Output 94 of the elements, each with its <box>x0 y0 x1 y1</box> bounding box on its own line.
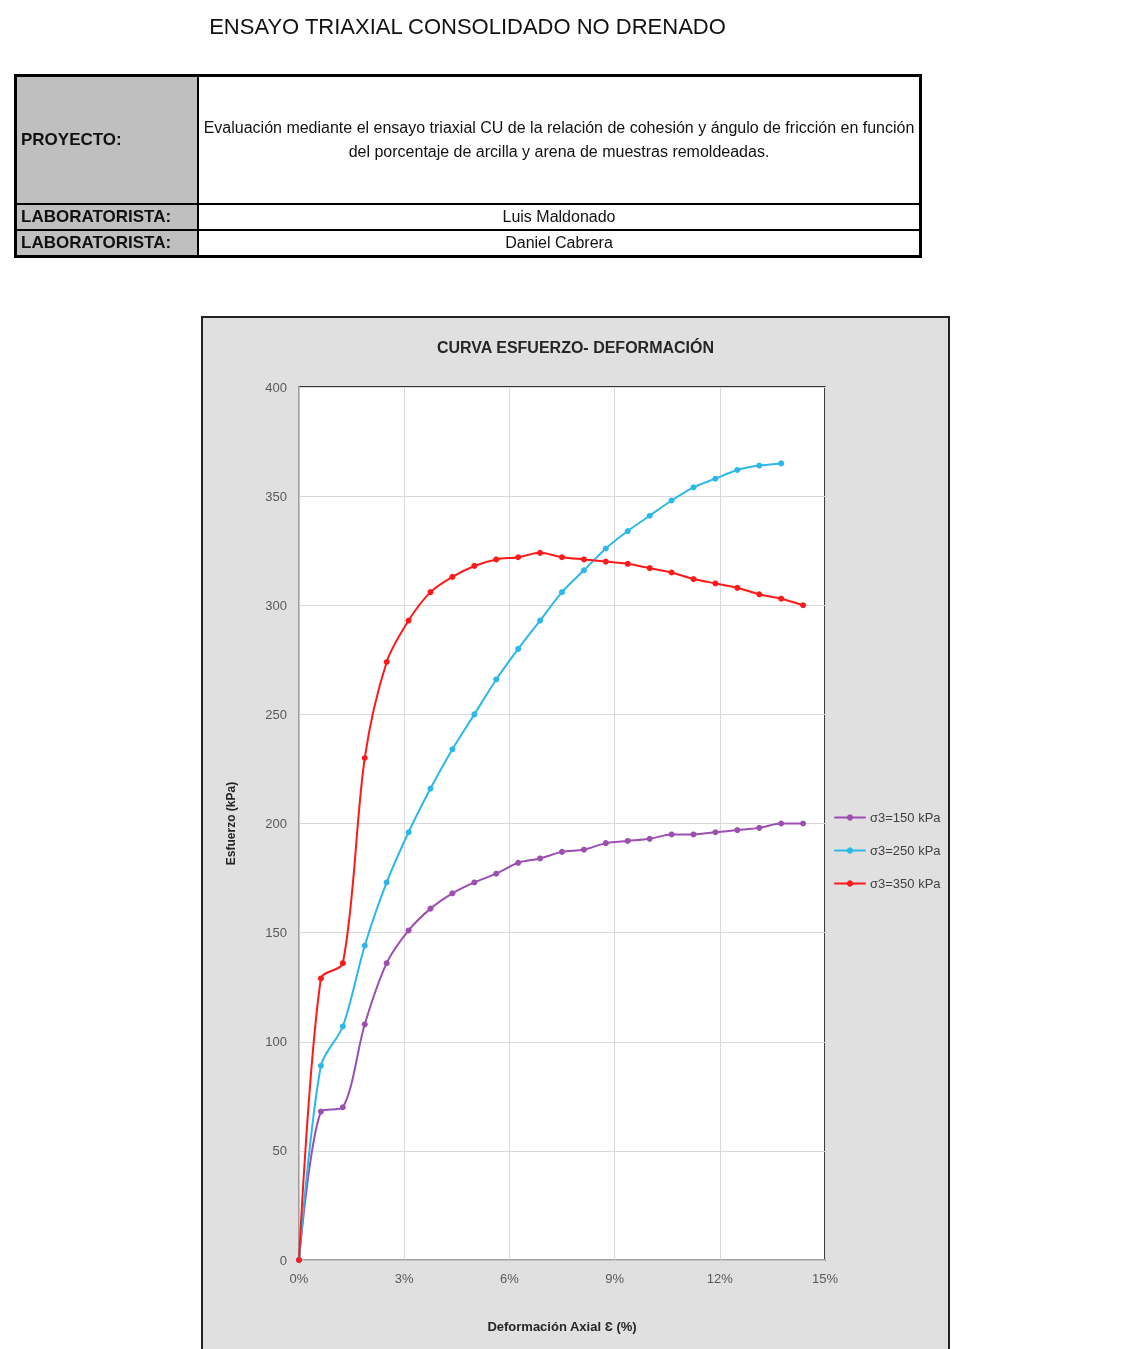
x-tick-label: 15% <box>811 1271 839 1286</box>
point <box>339 960 346 967</box>
y-tick-label: 50 <box>272 1143 287 1159</box>
point <box>537 617 544 624</box>
x-tick-label: 6% <box>500 1271 520 1286</box>
legend-label: σ3=150 kPa <box>870 810 942 825</box>
point <box>624 560 631 567</box>
point <box>559 589 565 596</box>
point <box>800 602 807 609</box>
text: Evaluación mediante el ensayo triaxial CU de la relación de cohesión y ángulo de fricción en función del porcentaje de arcilla y arena de muestras remoldeadas. <box>198 75 921 204</box>
point <box>515 645 522 652</box>
point <box>361 755 368 762</box>
point <box>493 556 500 563</box>
point <box>580 846 587 853</box>
point <box>383 879 390 886</box>
point <box>646 512 653 519</box>
point <box>317 1062 324 1069</box>
point <box>646 835 653 842</box>
point <box>339 1023 346 1030</box>
point <box>361 1021 368 1028</box>
point <box>361 942 368 949</box>
point <box>493 870 500 877</box>
point <box>602 545 609 552</box>
x-tick-label: 3% <box>394 1271 415 1286</box>
point <box>712 475 719 482</box>
point <box>405 829 412 836</box>
y-tick-label: 0 <box>279 1252 287 1268</box>
y-tick-label: 350 <box>265 488 287 504</box>
point <box>537 549 544 556</box>
point <box>515 859 522 866</box>
point <box>778 820 785 827</box>
chart-title: CURVA ESFUERZO- DEFORMACIÓN <box>436 337 715 356</box>
point <box>405 927 412 934</box>
point <box>756 824 763 831</box>
y-tick-label: 200 <box>265 816 287 831</box>
y-tick-label: 300 <box>265 597 287 613</box>
point <box>383 960 390 967</box>
point <box>559 554 565 561</box>
text: ENSAYO TRIAXIAL CONSOLIDADO NO DRENADO <box>208 14 727 40</box>
point <box>778 595 785 602</box>
y-axis-title: Esfuerzo (kPa) <box>224 781 238 866</box>
y-tick-label: 400 <box>265 379 287 395</box>
y-tick-label: 100 <box>265 1034 287 1050</box>
point <box>471 879 478 886</box>
point <box>493 676 500 683</box>
point <box>471 711 478 718</box>
point <box>756 462 763 469</box>
point <box>317 1108 324 1115</box>
x-tick-label: 12% <box>706 1271 734 1286</box>
x-axis-title: Deformación Axial Ɛ (%) <box>487 1319 637 1334</box>
point <box>734 584 741 591</box>
text: Daniel Cabrera <box>198 229 921 256</box>
point <box>449 890 456 897</box>
point <box>602 558 609 565</box>
point <box>778 460 785 467</box>
point <box>383 659 390 665</box>
y-tick-label: 150 <box>265 925 287 941</box>
point <box>537 855 544 862</box>
text: LABORATORISTA: <box>15 203 198 230</box>
point <box>559 848 565 855</box>
point <box>624 837 631 844</box>
point <box>580 567 587 574</box>
point <box>712 829 719 836</box>
point <box>449 746 456 753</box>
point <box>734 827 741 834</box>
text: Luis Maldonado <box>198 203 921 230</box>
legend-label: σ3=350 kPa <box>870 876 942 891</box>
point <box>449 573 456 580</box>
point <box>427 785 434 792</box>
point <box>668 569 675 576</box>
point <box>734 466 741 473</box>
point <box>646 565 653 572</box>
point <box>405 617 412 624</box>
legend-label: σ3=250 kPa <box>870 843 942 858</box>
point <box>690 576 697 583</box>
point <box>471 562 478 569</box>
point <box>427 589 434 596</box>
point <box>668 831 675 838</box>
y-tick-label: 250 <box>265 706 287 722</box>
point <box>712 580 719 587</box>
point <box>339 1104 346 1111</box>
point <box>602 840 609 847</box>
x-tick-label: 0% <box>289 1271 309 1286</box>
point <box>756 591 763 598</box>
point <box>800 820 807 827</box>
point <box>580 556 587 563</box>
point <box>624 528 631 535</box>
x-tick-label: 9% <box>605 1271 625 1286</box>
point <box>668 497 675 504</box>
point <box>317 975 324 982</box>
point <box>515 554 522 561</box>
point <box>690 831 697 838</box>
text: PROYECTO: <box>15 75 198 204</box>
text: LABORATORISTA: <box>15 229 198 256</box>
